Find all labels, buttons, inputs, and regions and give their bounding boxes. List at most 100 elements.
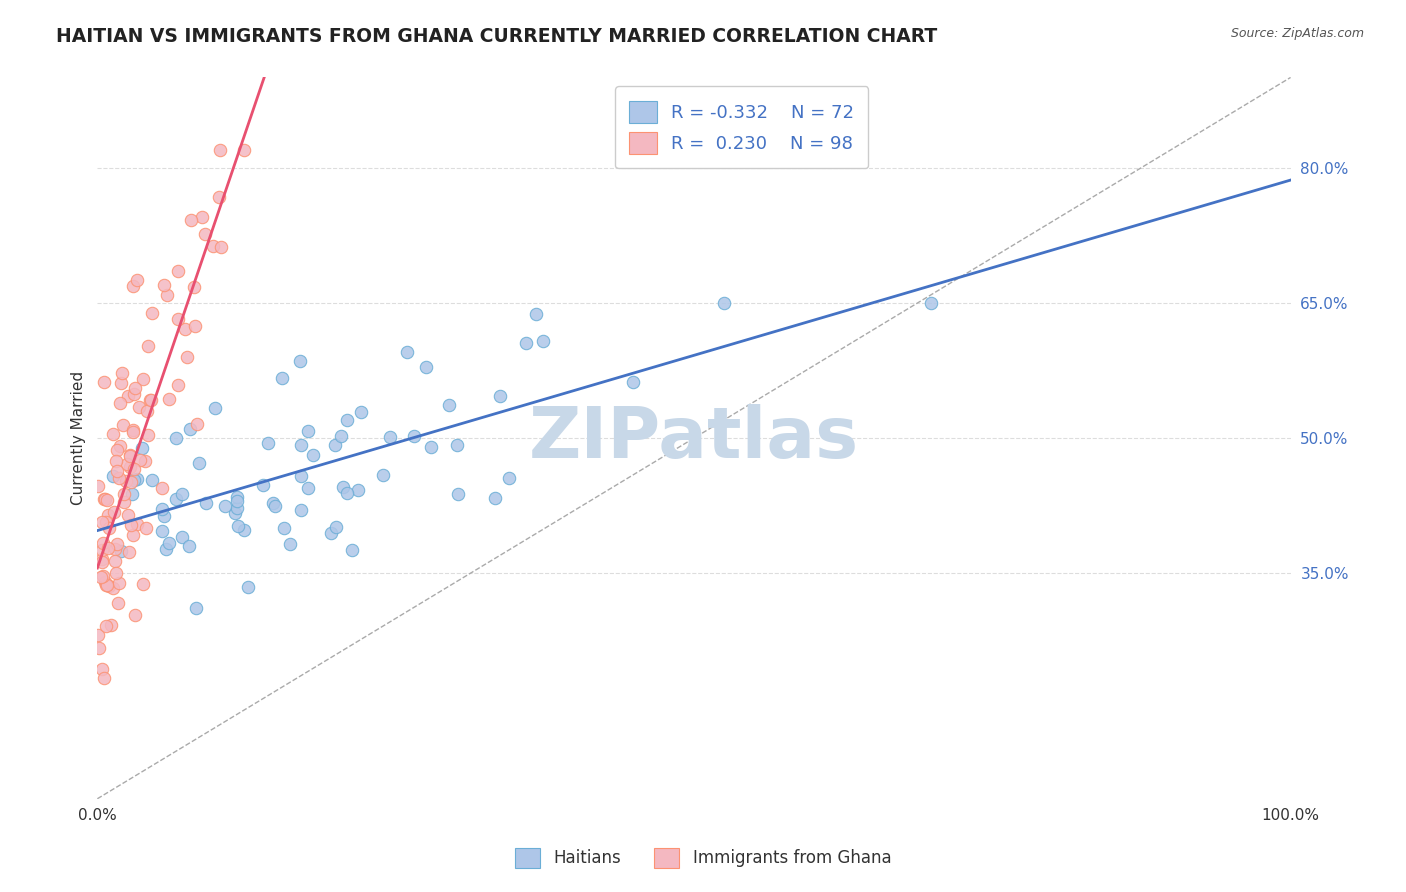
Immigrants from Ghana — [127, 516, 149, 531]
Immigrants from Ghana — [108, 470, 131, 484]
Haitians — [262, 496, 284, 510]
Haitians — [141, 473, 163, 487]
Immigrants from Ghana — [180, 212, 202, 227]
Immigrants from Ghana — [104, 453, 127, 467]
Immigrants from Ghana — [117, 389, 139, 403]
Immigrants from Ghana — [96, 578, 118, 592]
Immigrants from Ghana — [104, 554, 127, 568]
Immigrants from Ghana — [211, 240, 233, 254]
Immigrants from Ghana — [117, 457, 139, 471]
Immigrants from Ghana — [120, 448, 142, 462]
Haitians — [419, 441, 441, 455]
Haitians — [252, 477, 274, 491]
Haitians — [165, 431, 187, 445]
Immigrants from Ghana — [139, 392, 162, 407]
Haitians — [336, 486, 359, 500]
Immigrants from Ghana — [120, 459, 142, 474]
Text: ZIPatlas: ZIPatlas — [529, 403, 859, 473]
Haitians — [325, 520, 347, 534]
Haitians — [415, 359, 437, 374]
Immigrants from Ghana — [115, 474, 138, 488]
Immigrants from Ghana — [201, 239, 224, 253]
Immigrants from Ghana — [117, 508, 139, 522]
Immigrants from Ghana — [208, 143, 231, 157]
Haitians — [347, 483, 370, 498]
Immigrants from Ghana — [97, 521, 120, 535]
Immigrants from Ghana — [121, 425, 143, 439]
Immigrants from Ghana — [208, 190, 231, 204]
Haitians — [323, 438, 346, 452]
Immigrants from Ghana — [107, 596, 129, 610]
Haitians — [437, 398, 460, 412]
Immigrants from Ghana — [136, 339, 159, 353]
Immigrants from Ghana — [127, 273, 149, 287]
Haitians — [446, 438, 468, 452]
Haitians — [226, 494, 249, 508]
Immigrants from Ghana — [110, 376, 132, 390]
Haitians — [484, 491, 506, 505]
Immigrants from Ghana — [91, 543, 114, 558]
Haitians — [256, 436, 278, 450]
Haitians — [127, 473, 149, 487]
Haitians — [713, 296, 735, 310]
Text: HAITIAN VS IMMIGRANTS FROM GHANA CURRENTLY MARRIED CORRELATION CHART: HAITIAN VS IMMIGRANTS FROM GHANA CURRENT… — [56, 27, 938, 45]
Y-axis label: Currently Married: Currently Married — [72, 371, 86, 505]
Haitians — [489, 389, 512, 403]
Haitians — [264, 500, 287, 514]
Immigrants from Ghana — [91, 535, 114, 549]
Haitians — [150, 524, 173, 538]
Haitians — [188, 456, 211, 470]
Immigrants from Ghana — [105, 537, 128, 551]
Immigrants from Ghana — [94, 575, 117, 590]
Immigrants from Ghana — [112, 487, 135, 501]
Immigrants from Ghana — [96, 493, 118, 508]
Legend: Haitians, Immigrants from Ghana: Haitians, Immigrants from Ghana — [508, 841, 898, 875]
Haitians — [378, 430, 401, 444]
Haitians — [204, 401, 226, 415]
Immigrants from Ghana — [134, 454, 156, 468]
Haitians — [155, 541, 177, 556]
Haitians — [226, 519, 249, 533]
Haitians — [301, 448, 323, 462]
Haitians — [290, 353, 312, 368]
Immigrants from Ghana — [87, 627, 110, 641]
Immigrants from Ghana — [103, 505, 125, 519]
Haitians — [121, 487, 143, 501]
Haitians — [101, 469, 124, 483]
Haitians — [131, 441, 153, 455]
Immigrants from Ghana — [93, 491, 115, 506]
Immigrants from Ghana — [118, 544, 141, 558]
Immigrants from Ghana — [136, 404, 159, 418]
Haitians — [278, 537, 301, 551]
Immigrants from Ghana — [122, 387, 145, 401]
Immigrants from Ghana — [176, 350, 198, 364]
Haitians — [290, 469, 312, 483]
Immigrants from Ghana — [120, 518, 142, 533]
Immigrants from Ghana — [94, 516, 117, 530]
Haitians — [270, 371, 292, 385]
Haitians — [446, 487, 468, 501]
Haitians — [157, 535, 180, 549]
Haitians — [238, 580, 260, 594]
Immigrants from Ghana — [167, 264, 190, 278]
Immigrants from Ghana — [91, 568, 114, 582]
Immigrants from Ghana — [112, 495, 135, 509]
Haitians — [232, 524, 254, 538]
Haitians — [122, 473, 145, 487]
Haitians — [226, 500, 249, 515]
Haitians — [225, 490, 247, 504]
Haitians — [195, 495, 218, 509]
Immigrants from Ghana — [101, 426, 124, 441]
Haitians — [165, 491, 187, 506]
Immigrants from Ghana — [132, 577, 155, 591]
Immigrants from Ghana — [94, 492, 117, 507]
Immigrants from Ghana — [105, 443, 128, 458]
Haitians — [330, 429, 353, 443]
Immigrants from Ghana — [105, 566, 128, 580]
Immigrants from Ghana — [93, 375, 115, 389]
Haitians — [297, 481, 319, 495]
Haitians — [152, 508, 174, 523]
Immigrants from Ghana — [128, 453, 150, 467]
Immigrants from Ghana — [122, 278, 145, 293]
Haitians — [515, 336, 537, 351]
